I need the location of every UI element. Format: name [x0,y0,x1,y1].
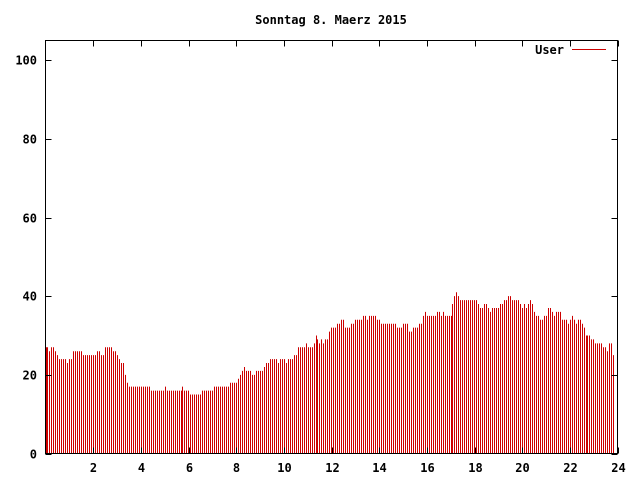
chart-title: Sonntag 8. Maerz 2015 [255,13,407,27]
y-tick-label: 60 [23,212,37,226]
plot-frame [45,40,618,454]
x-tick-label: 16 [420,461,434,475]
x-tick-label: 10 [277,461,291,475]
x-tick-label: 24 [611,461,625,475]
y-tick-label: 100 [15,54,37,68]
x-tick-label: 12 [325,461,339,475]
y-tick-label: 80 [23,133,37,147]
x-tick-label: 22 [563,461,577,475]
y-tick-label: 40 [23,290,37,304]
y-tick-label: 0 [30,448,37,462]
x-axis: 2 4 6 8 10 12 14 16 18 20 22 24 [90,40,626,475]
x-tick-label: 4 [138,461,145,475]
legend: User [535,43,606,57]
y-tick-label: 20 [23,369,37,383]
x-tick-label: 18 [468,461,482,475]
bars-layer [46,292,614,454]
x-tick-label: 20 [515,461,529,475]
legend-label: User [535,43,564,57]
x-tick-label: 6 [186,461,193,475]
y-axis: 0 20 40 60 80 100 [15,54,618,462]
x-tick-label: 8 [233,461,240,475]
x-tick-label: 14 [372,461,386,475]
x-tick-label: 2 [90,461,97,475]
